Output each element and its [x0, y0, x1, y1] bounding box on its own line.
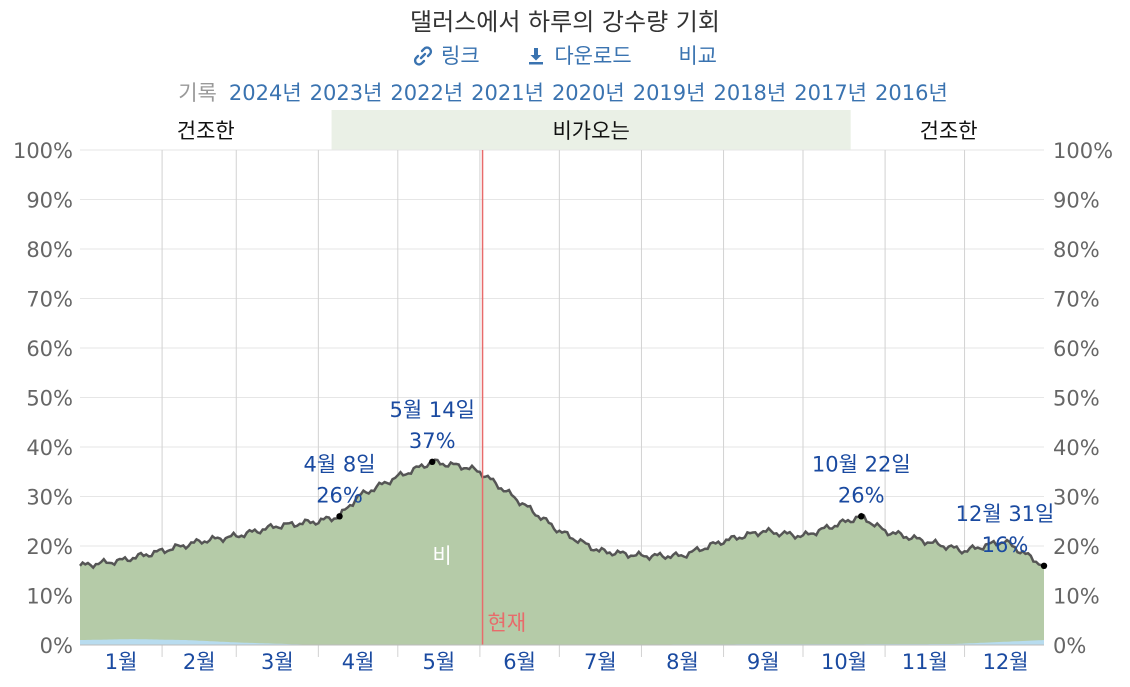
y-tick-label-right: 100%	[1053, 139, 1113, 163]
y-tick-label-right: 50%	[1053, 387, 1100, 411]
y-tick-label-right: 80%	[1053, 238, 1100, 262]
y-tick-label-right: 60%	[1053, 337, 1100, 361]
y-tick-label-left: 60%	[26, 337, 73, 361]
y-tick-label-left: 70%	[26, 288, 73, 312]
y-tick-label-right: 90%	[1053, 189, 1100, 213]
rain-line	[79, 458, 1045, 570]
history-year-link[interactable]: 2024년	[228, 81, 302, 105]
x-tick-label: 2월	[183, 650, 216, 674]
season-label: 건조한	[920, 119, 978, 143]
y-tick-label-left: 30%	[26, 486, 73, 510]
x-tick-label: 9월	[747, 650, 780, 674]
y-tick-label-right: 30%	[1053, 486, 1100, 510]
chart-actions: 링크 다운로드 비교	[0, 40, 1130, 70]
annotation-value: 37%	[409, 429, 456, 453]
history-year-link[interactable]: 2023년	[309, 81, 383, 105]
season-band-wet	[331, 110, 851, 150]
y-tick-label-left: 50%	[26, 387, 73, 411]
history-year-link[interactable]: 2017년	[794, 81, 867, 105]
history-year-link[interactable]: 2018년	[713, 81, 787, 105]
link-label: 링크	[441, 44, 480, 68]
x-tick-label: 6월	[503, 650, 536, 674]
x-tick-label: 5월	[423, 650, 456, 674]
annotation-value: 16%	[982, 533, 1029, 557]
annotation-date: 12월 31일	[956, 502, 1055, 526]
download-icon	[529, 48, 544, 65]
y-tick-label-right: 20%	[1053, 535, 1100, 559]
y-tick-label-left: 40%	[26, 436, 73, 460]
season-label: 건조한	[177, 119, 235, 143]
x-tick-label: 4월	[342, 650, 375, 674]
x-tick-label: 3월	[261, 650, 294, 674]
history-year-link[interactable]: 2016년	[875, 81, 948, 105]
now-label: 현재	[488, 611, 527, 635]
y-tick-label-left: 10%	[26, 585, 73, 609]
annotation-value: 26%	[838, 483, 885, 507]
series-label: 비	[432, 544, 451, 568]
annotation-date: 10월 22일	[812, 452, 911, 476]
history-label: 기록	[178, 81, 217, 105]
history-bar: 기록 2024년 2023년 2022년 2021년 2020년 2019년 2018년 201…	[0, 77, 1130, 107]
annotation-point	[1040, 562, 1048, 569]
history-year-link[interactable]: 2022년	[390, 81, 464, 105]
x-tick-label: 12월	[983, 650, 1029, 674]
x-tick-label: 10월	[821, 650, 867, 674]
compare-button[interactable]: 비교	[678, 44, 717, 68]
x-tick-label: 7월	[584, 650, 617, 674]
y-tick-label-right: 40%	[1053, 436, 1100, 460]
y-tick-label-right: 10%	[1053, 585, 1100, 609]
y-tick-label-left: 90%	[26, 189, 73, 213]
annotation-point	[858, 513, 865, 520]
x-tick-label: 1월	[105, 650, 138, 674]
annotation-date: 5월 14일	[390, 398, 475, 422]
annotation-date: 4월 8일	[304, 452, 376, 476]
download-label: 다운로드	[554, 44, 632, 68]
y-tick-label-left: 0%	[40, 634, 73, 658]
x-tick-label: 8월	[666, 650, 699, 674]
y-tick-label-right: 70%	[1053, 288, 1100, 312]
history-years: 2024년 2023년 2022년 2021년 2020년 2019년 2018년 2017년…	[225, 81, 952, 105]
y-tick-label-left: 100%	[13, 139, 73, 163]
annotation-value: 26%	[316, 483, 363, 507]
download-button[interactable]: 다운로드	[526, 40, 632, 70]
link-button[interactable]: 링크	[413, 40, 480, 70]
history-year-link[interactable]: 2019년	[632, 81, 706, 105]
history-year-link[interactable]: 2020년	[551, 81, 625, 105]
y-tick-label-right: 0%	[1053, 634, 1086, 658]
x-tick-label: 11월	[902, 650, 948, 674]
annotation-point	[429, 458, 436, 466]
y-tick-label-left: 80%	[26, 238, 73, 262]
chart-title: 댈러스에서 하루의 강수량 기회	[410, 8, 720, 36]
season-label: 비가오는	[552, 119, 629, 143]
link-icon	[413, 46, 433, 66]
rain-area	[80, 459, 1044, 645]
history-year-link[interactable]: 2021년	[471, 81, 544, 105]
annotation-point	[336, 513, 343, 520]
snow-area	[80, 639, 1044, 645]
y-tick-label-left: 20%	[26, 535, 73, 559]
